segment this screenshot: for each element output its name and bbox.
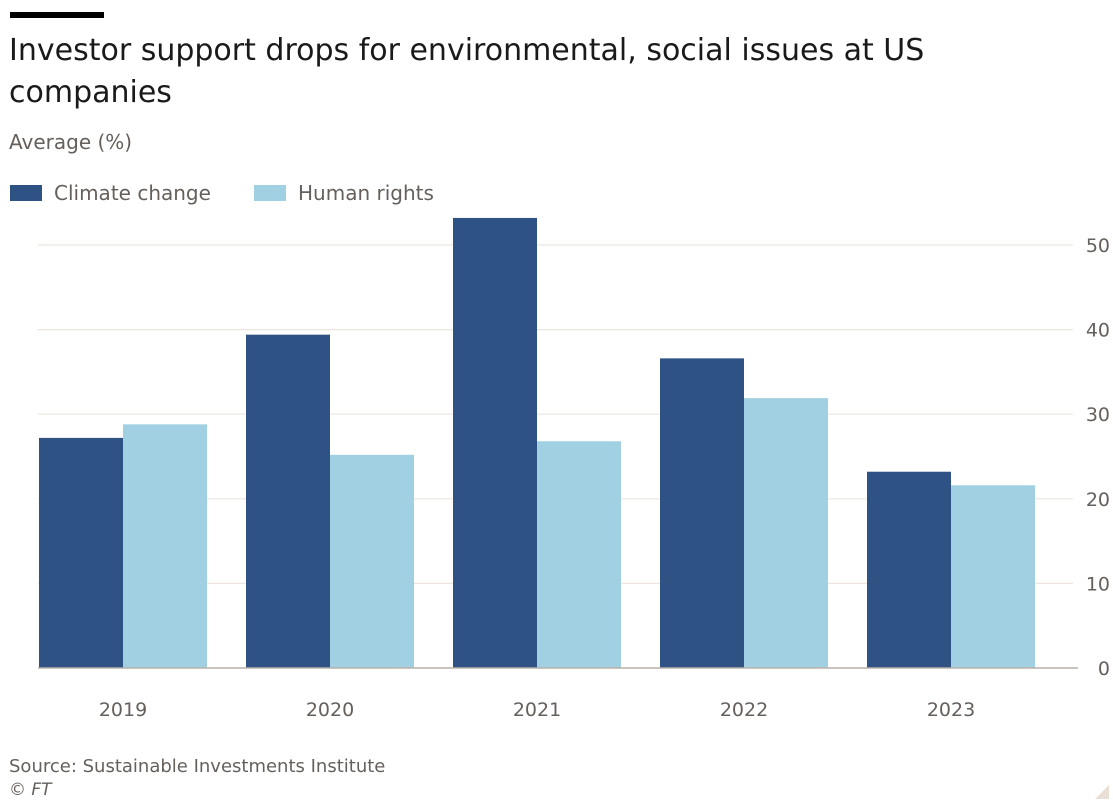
y-tick-label-50: 50 <box>1086 235 1110 257</box>
x-tick-label-2023: 2023 <box>927 699 975 721</box>
bar-climate-change-2023 <box>867 471 951 668</box>
source-note: Source: Sustainable Investments Institut… <box>9 756 386 777</box>
bar-climate-change-2021 <box>453 217 537 669</box>
x-tick-label-2022: 2022 <box>720 699 768 721</box>
bar-human-rights-2023 <box>951 485 1035 668</box>
y-tick-label-20: 20 <box>1086 489 1110 511</box>
bar-human-rights-2019 <box>123 424 207 668</box>
copyright-credit: © FT <box>9 780 52 800</box>
bar-climate-change-2020 <box>246 334 330 668</box>
legend-item-climate-change: Climate change <box>10 180 211 206</box>
corner-watermark-mark <box>1095 785 1109 799</box>
legend-swatch-climate-change <box>10 184 42 201</box>
header-accent-bar <box>10 12 104 18</box>
legend-item-human-rights: Human rights <box>254 180 434 206</box>
x-tick-label-2021: 2021 <box>513 699 561 721</box>
chart-subtitle: Average (%) <box>9 130 133 154</box>
y-tick-label-30: 30 <box>1086 404 1110 426</box>
y-tick-label-40: 40 <box>1086 320 1110 342</box>
bar-climate-change-2022 <box>660 358 744 668</box>
x-tick-label-2020: 2020 <box>306 699 354 721</box>
y-tick-label-0: 0 <box>1098 658 1110 680</box>
y-tick-label-10: 10 <box>1086 573 1110 595</box>
bar-climate-change-2019 <box>39 437 123 668</box>
x-tick-label-2019: 2019 <box>99 699 147 721</box>
legend-swatch-human-rights <box>254 184 286 201</box>
legend-label-human-rights: Human rights <box>298 181 434 205</box>
bar-human-rights-2020 <box>330 454 414 668</box>
chart-title: Investor support drops for environmental… <box>9 33 925 110</box>
bar-human-rights-2021 <box>537 441 621 668</box>
legend-label-climate-change: Climate change <box>54 181 211 205</box>
bar-human-rights-2022 <box>744 398 828 668</box>
